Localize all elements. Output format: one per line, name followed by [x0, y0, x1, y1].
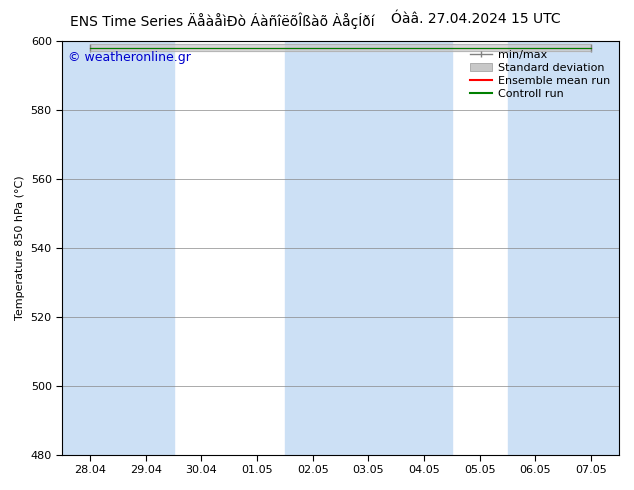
Bar	[564, 41, 619, 455]
Bar	[285, 41, 340, 455]
Bar	[340, 41, 396, 455]
Text: Óàâ. 27.04.2024 15 UTC: Óàâ. 27.04.2024 15 UTC	[391, 12, 560, 26]
Bar	[508, 41, 564, 455]
Legend: min/max, Standard deviation, Ensemble mean run, Controll run: min/max, Standard deviation, Ensemble me…	[467, 47, 614, 102]
Text: © weatheronline.gr: © weatheronline.gr	[68, 51, 191, 64]
Text: ENS Time Series ÄåàåìÐò ÁàñîëõÎßàõ ÀåçÍðí: ENS Time Series ÄåàåìÐò ÁàñîëõÎßàõ ÀåçÍð…	[70, 12, 374, 29]
Bar	[62, 41, 118, 455]
Bar	[118, 41, 174, 455]
Bar	[396, 41, 452, 455]
Y-axis label: Temperature 850 hPa (°C): Temperature 850 hPa (°C)	[15, 175, 25, 320]
